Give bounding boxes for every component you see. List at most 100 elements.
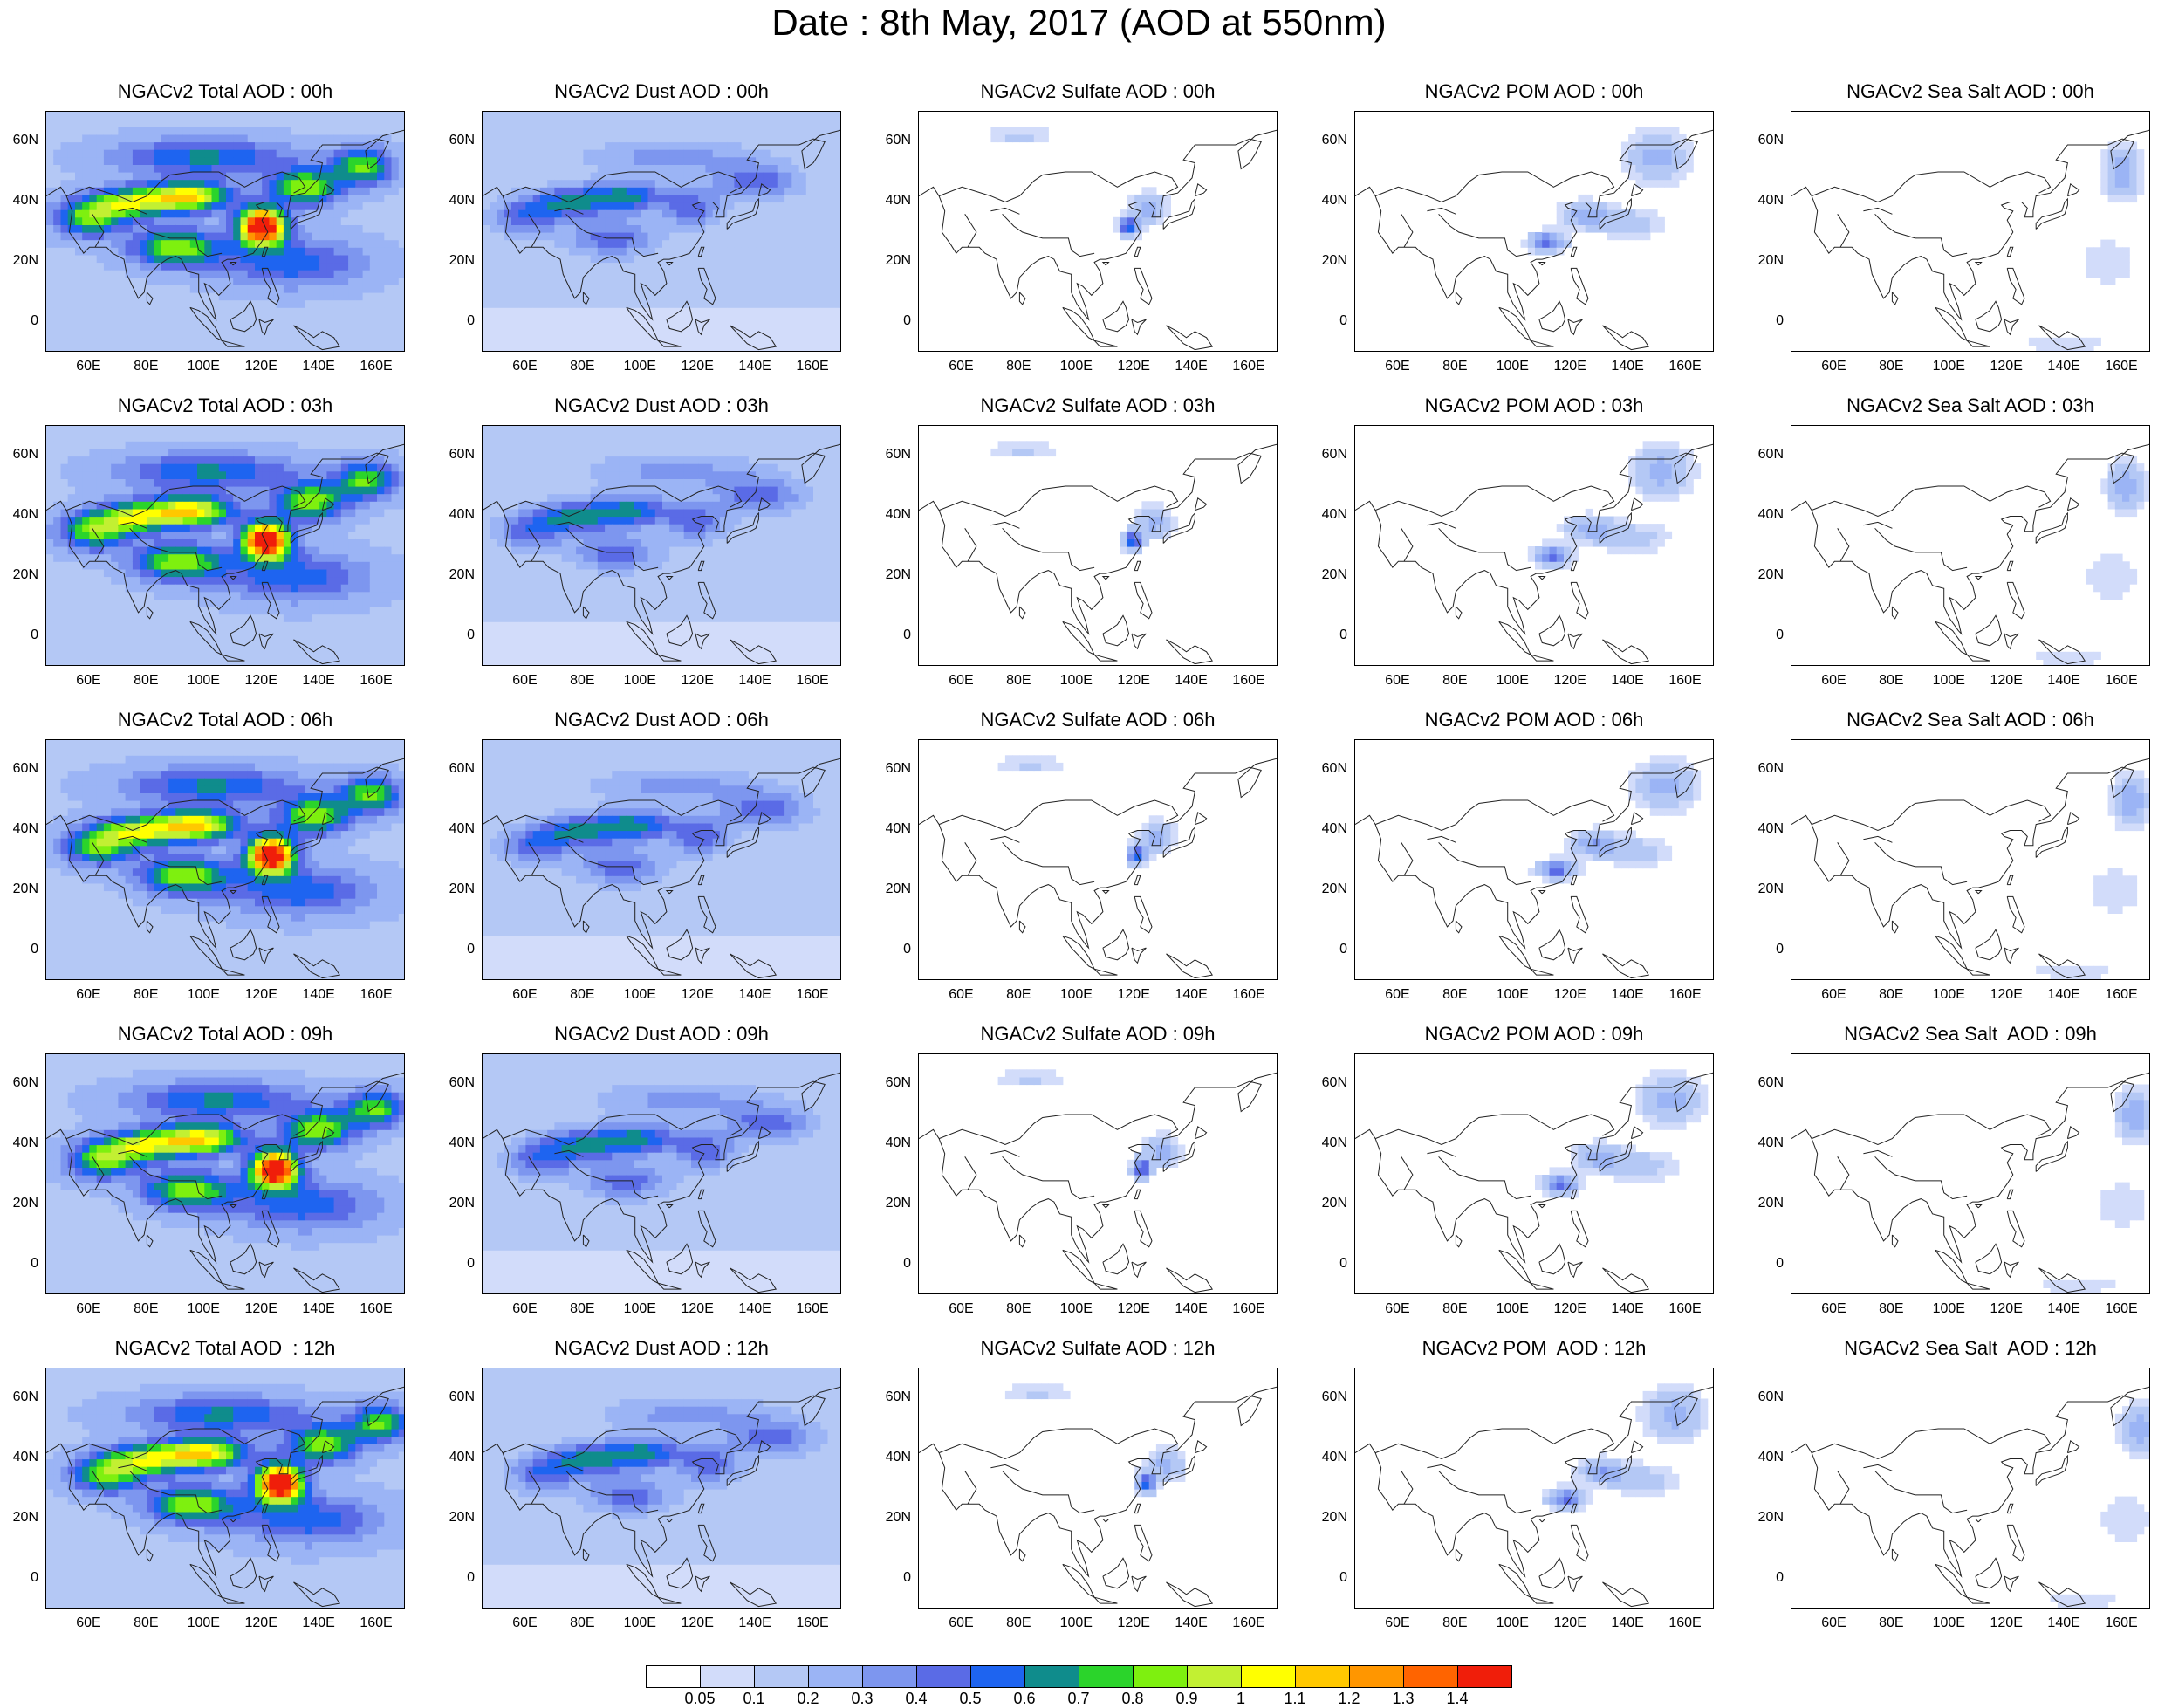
aod-cell: [398, 792, 404, 801]
aod-cell: [362, 463, 371, 472]
aod-cell: [240, 426, 249, 435]
aod-cell: [75, 762, 83, 772]
aod-cell: [398, 553, 404, 562]
aod-cell: [75, 299, 83, 308]
aod-cell: [96, 216, 105, 225]
aod-cell: [140, 524, 147, 532]
aod-cell: [240, 508, 249, 518]
aod-cell: [67, 778, 76, 786]
lat-tick-label: 60N: [12, 132, 38, 147]
aod-cell: [333, 112, 342, 120]
aod-cell: [355, 928, 364, 936]
aod-cell: [283, 134, 291, 143]
aod-cell: [391, 149, 400, 158]
aod-cell: [189, 905, 198, 914]
aod-cell: [262, 149, 270, 158]
aod-cell: [53, 463, 61, 472]
aod-cell: [175, 659, 184, 665]
aod-cell: [298, 187, 306, 195]
aod-cell: [125, 345, 134, 351]
aod-cell: [103, 762, 112, 772]
aod-cell: [140, 277, 147, 285]
aod-cell: [348, 314, 356, 324]
aod-cell: [118, 659, 127, 665]
aod-cell: [118, 463, 127, 472]
aod-cell: [391, 584, 400, 593]
aod-cell: [326, 232, 335, 241]
aod-cell: [111, 531, 119, 539]
aod-cell: [46, 134, 54, 143]
aod-cell: [226, 463, 234, 472]
aod-cell: [140, 584, 147, 593]
aod-cell: [175, 426, 184, 435]
aod-cell: [211, 224, 220, 233]
aod-cell: [182, 890, 191, 899]
aod-cell: [67, 740, 76, 749]
aod-cell: [218, 134, 227, 143]
aod-cell: [197, 644, 205, 653]
aod-cell: [326, 861, 335, 869]
aod-cell: [140, 568, 147, 578]
aod-cell: [118, 628, 127, 638]
aod-cell: [340, 740, 349, 749]
aod-cell: [348, 822, 356, 832]
aod-cell: [255, 470, 263, 479]
aod-cell: [312, 882, 320, 892]
aod-cell: [369, 936, 378, 944]
aod-cell: [118, 164, 127, 173]
aod-cell: [182, 270, 191, 278]
aod-cell: [125, 112, 134, 120]
aod-cell: [75, 913, 83, 922]
aod-cell: [132, 800, 140, 809]
aod-cell: [204, 614, 213, 622]
aod-cell: [276, 576, 284, 585]
aod-cell: [369, 965, 378, 974]
aod-cell: [262, 576, 270, 585]
aod-cell: [60, 921, 69, 929]
aod-cell: [298, 762, 306, 772]
aod-cell: [168, 285, 176, 293]
aod-cell: [240, 853, 249, 861]
aod-cell: [211, 822, 220, 832]
aod-cell: [384, 584, 393, 593]
aod-cell: [226, 913, 234, 922]
aod-cell: [240, 322, 249, 331]
aod-cell: [204, 456, 213, 464]
aod-cell: [312, 861, 320, 869]
aod-cell: [46, 822, 54, 832]
aod-cell: [298, 194, 306, 203]
aod-cell: [60, 172, 69, 181]
aod-cell: [333, 740, 342, 749]
aod-cell: [255, 216, 263, 225]
aod-cell: [226, 209, 234, 218]
aod-cell: [82, 156, 90, 165]
aod-cell: [262, 531, 270, 539]
aod-cell: [255, 868, 263, 876]
aod-cell: [218, 149, 227, 158]
aod-cell: [291, 576, 298, 585]
aod-cell: [276, 270, 284, 278]
aod-cell: [319, 868, 327, 876]
coastline: [293, 639, 341, 665]
aod-cell: [247, 330, 256, 339]
aod-cell: [377, 141, 385, 150]
aod-cell: [384, 285, 393, 293]
aod-cell: [168, 216, 176, 225]
aod-cell: [125, 470, 134, 479]
lat-tick-label: 20N: [12, 252, 38, 268]
aod-cell: [103, 156, 112, 165]
aod-cell: [348, 651, 356, 660]
aod-cell: [262, 262, 270, 271]
aod-cell: [82, 441, 90, 449]
aod-cell: [384, 868, 393, 876]
aod-cell: [319, 285, 327, 293]
aod-cell: [46, 785, 54, 793]
aod-cell: [89, 292, 98, 301]
aod-cell: [283, 822, 291, 832]
aod-cell: [60, 292, 69, 301]
aod-cell: [255, 815, 263, 824]
aod-cell: [132, 209, 140, 218]
aod-cell: [262, 778, 270, 786]
aod-cell: [247, 943, 256, 952]
aod-cell: [240, 599, 249, 607]
